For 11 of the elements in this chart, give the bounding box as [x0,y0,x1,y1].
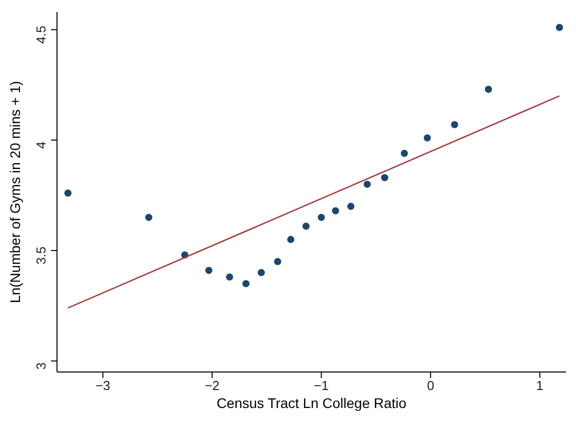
y-axis-title: Ln(Number of Gyms in 20 mins + 1) [7,80,23,304]
x-tick-label: −3 [95,378,110,394]
x-axis-title: Census Tract Ln College Ratio [216,395,407,411]
x-tick-label: 1 [536,378,544,394]
y-tick-label: 3 [33,362,48,370]
y-tick-label: 4.5 [33,26,48,44]
y-tick-label: 3.5 [33,246,48,265]
y-tick-label: 4 [33,141,48,149]
x-tick-label: −2 [204,378,220,394]
x-tick-label: −1 [314,378,329,394]
x-tick-label: 0 [426,378,434,394]
